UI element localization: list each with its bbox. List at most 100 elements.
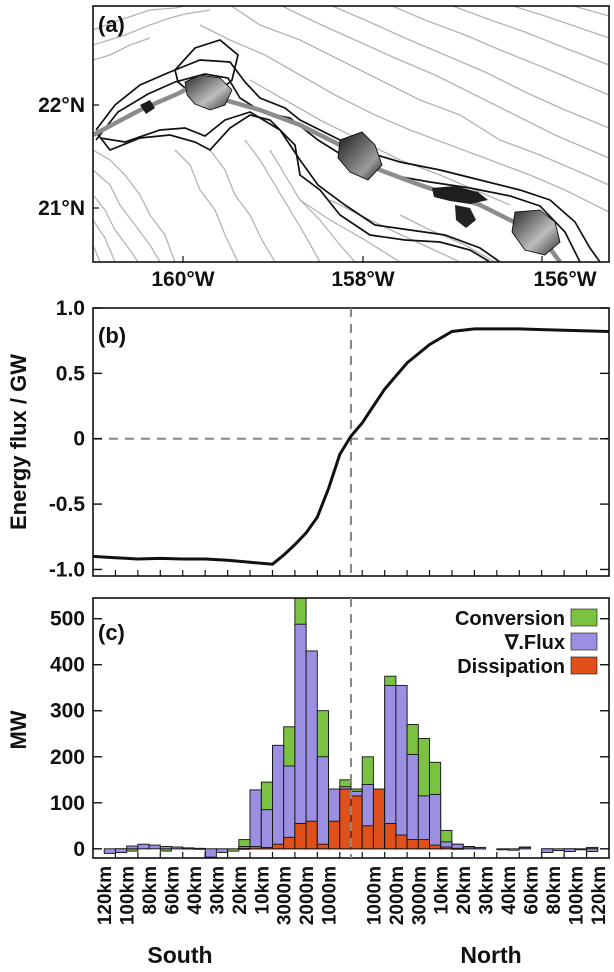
xtick-label: 3000m [275, 866, 296, 925]
divflux-bar [283, 765, 296, 850]
dissipation-bar [260, 846, 273, 850]
ytick-label: 200 [50, 746, 85, 769]
xtick-label: 1000m [364, 866, 385, 925]
divflux-bar [406, 754, 419, 850]
dissipation-bar [406, 839, 419, 850]
xtick-label: 10km [252, 866, 273, 915]
xtick-label: 120km [589, 866, 610, 925]
divflux-bar [586, 848, 599, 853]
panel-b-label: (b) [98, 323, 126, 348]
ytick-label: 0.5 [56, 362, 86, 385]
xtick-label: 2000m [297, 866, 318, 925]
xtick-label: 30km [207, 866, 228, 915]
panel-c-label: (c) [98, 620, 125, 645]
dissipation-bar [429, 844, 442, 850]
ytick-label: 0 [73, 428, 85, 451]
dissipation-bar [328, 820, 341, 850]
xtick-label: 20km [230, 866, 251, 915]
divflux-bar [294, 623, 307, 850]
divflux-bar [148, 844, 161, 850]
ytick-label: -1.0 [49, 558, 85, 581]
xtick-label: 3000m [409, 866, 430, 925]
ytick-label: 300 [50, 700, 85, 723]
divflux-bar [114, 848, 128, 853]
divflux-bar [429, 794, 442, 850]
dissipation-bar [238, 847, 251, 850]
north-label: North [460, 942, 521, 968]
divflux-bar [305, 650, 318, 850]
dissipation-bar [283, 836, 296, 850]
dissipation-bar [339, 788, 352, 850]
divflux-bar [137, 843, 150, 850]
legend-label: Dissipation [457, 656, 565, 678]
xtick-label: 10km [432, 866, 453, 915]
ytick-label: -0.5 [49, 493, 86, 516]
divflux-bar [518, 846, 531, 850]
panel-c-xticks: 120km 100km 80km 60km 40km 30km 20km 10km 3000m 2… [95, 852, 610, 925]
xtick-label: 30km [477, 866, 498, 915]
panel-a-map: (a) 22°N 21°N 160°W 158°W 156°W [38, 5, 610, 291]
panel-b-ylabel: Energy flux / GW [6, 354, 31, 530]
xtick-label: 2000m [387, 866, 408, 925]
divflux-bar [159, 846, 172, 850]
legend-swatch [570, 656, 598, 675]
xtick-label: 40km [499, 866, 520, 915]
legend-swatch [570, 632, 598, 651]
panel-c-yticks: 0 100 200 300 400 500 [50, 608, 609, 861]
latitude-label-22n: 22°N [38, 94, 85, 117]
xtick-label: 60km [163, 866, 184, 915]
divflux-bar [552, 848, 565, 852]
energy-flux-line [92, 327, 610, 566]
divflux-bar [496, 848, 509, 851]
map-frame [92, 5, 610, 263]
ytick-label: 400 [50, 654, 85, 677]
map-contours [93, 6, 609, 262]
legend-label: Conversion [455, 608, 565, 630]
divflux-bar [171, 846, 184, 850]
divflux-bar [316, 756, 329, 850]
divflux-bar [182, 847, 195, 850]
divflux-bar [563, 848, 576, 853]
ytick-label: 100 [50, 792, 85, 815]
divflux-bar [215, 848, 229, 853]
panel-b-line-chart: -1.0 -0.5 0 0.5 1.0 (b) Energy flux / GW [6, 297, 610, 581]
divflux-bar [462, 846, 475, 850]
xtick-label: 20km [454, 866, 475, 915]
dissipation-bar [372, 788, 386, 850]
dissipation-bar [249, 846, 262, 850]
panel-b-yticks: -1.0 -0.5 0 0.5 1.0 [49, 297, 609, 581]
xtick-label: 40km [185, 866, 206, 915]
dissipation-bar [350, 795, 363, 850]
dissipation-bar [316, 843, 329, 850]
divflux-bar [204, 848, 217, 858]
xtick-label: 1000m [320, 866, 341, 925]
dissipation-bar [305, 820, 318, 850]
panel-c-bars [103, 597, 599, 858]
divflux-bar [507, 848, 520, 851]
legend-label: ∇.Flux [504, 632, 565, 654]
longitude-label-160w: 160°W [151, 268, 214, 291]
dissipation-bar [294, 823, 307, 850]
xtick-label: 100km [566, 866, 587, 925]
longitude-label-158w: 158°W [331, 268, 394, 291]
divflux-bar [260, 809, 273, 850]
panel-a-label: (a) [98, 12, 125, 37]
divflux-bar [193, 847, 206, 850]
south-label: South [147, 942, 212, 968]
dissipation-bar [384, 823, 397, 850]
ytick-label: 0 [73, 838, 85, 861]
xtick-label: 80km [544, 866, 565, 915]
dissipation-bar [272, 843, 285, 850]
divflux-bar [272, 744, 285, 850]
divflux-bar [574, 848, 587, 851]
divflux-bar [541, 848, 554, 853]
legend-swatch [570, 608, 598, 627]
dissipation-bar [395, 834, 408, 850]
divflux-bar [473, 846, 487, 850]
panel-b-xticks [114, 570, 588, 576]
divflux-bar [249, 789, 262, 850]
xtick-label: 120km [95, 866, 116, 925]
